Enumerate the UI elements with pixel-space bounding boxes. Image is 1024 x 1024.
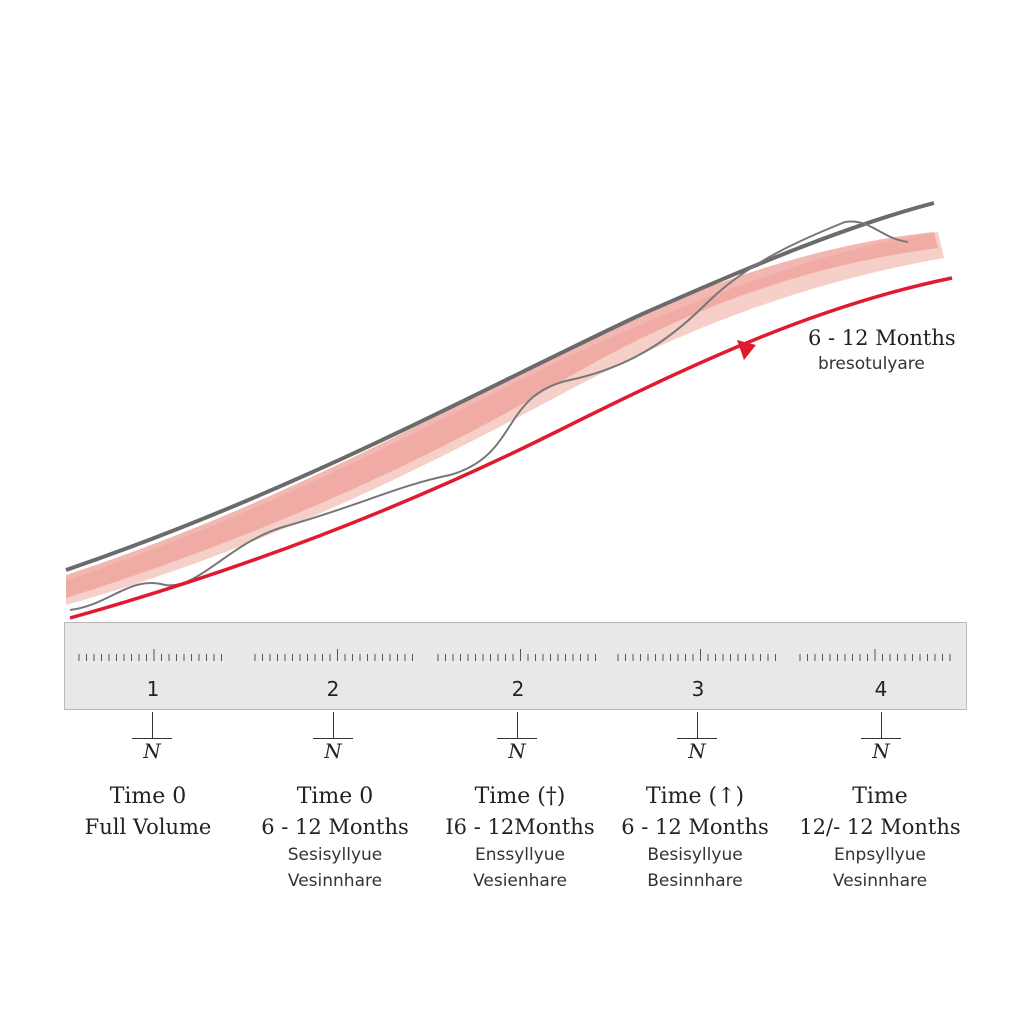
red-line xyxy=(69,276,953,620)
marker-glyph: N xyxy=(324,739,342,763)
column-time: Time xyxy=(852,784,908,809)
column-line1: Besisyllyue xyxy=(647,845,743,865)
column-line2: Vesinnhare xyxy=(287,871,383,891)
marker-glyph: N xyxy=(688,739,706,763)
ruler-ticks xyxy=(78,649,951,661)
column-time: Time (†) xyxy=(474,784,566,809)
marker-3: N xyxy=(487,712,547,763)
column-period: 6 - 12 Months xyxy=(261,815,409,839)
column-3: Time (†) I6 - 12Months Enssyllyue Vesien… xyxy=(425,782,615,894)
column-period: 12/- 12 Months xyxy=(799,815,961,839)
marker-glyph: N xyxy=(508,739,526,763)
ruler-number-2: 2 xyxy=(326,677,340,701)
marker-4: N xyxy=(667,712,727,763)
timeline-ruler: 1 2 2 3 4 xyxy=(64,622,967,710)
column-1: Time 0 Full Volume xyxy=(53,782,243,842)
marker-glyph: N xyxy=(872,739,890,763)
dark-band xyxy=(66,232,938,598)
callout-title: 6 - 12 Months xyxy=(808,326,956,350)
column-period: 6 - 12 Months xyxy=(621,815,769,839)
column-2: Time 0 6 - 12 Months Sesisyllyue Vesinnh… xyxy=(240,782,430,894)
ruler-number-1: 1 xyxy=(146,677,160,701)
column-period: Full Volume xyxy=(84,815,212,839)
red-arrow-icon xyxy=(737,340,756,360)
column-4: Time (↑) 6 - 12 Months Besisyllyue Besin… xyxy=(600,782,790,894)
marker-2: N xyxy=(303,712,363,763)
column-line2: Vesienhare xyxy=(473,871,567,891)
marker-glyph: N xyxy=(143,739,161,763)
column-5: Time 12/- 12 Months Enpsyllyue Vesinnhar… xyxy=(785,782,975,894)
column-line2: Vesinnhare xyxy=(832,871,928,891)
column-time: Time 0 xyxy=(109,784,187,809)
callout-subtitle: bresotulyare xyxy=(818,354,925,374)
column-time: Time (↑) xyxy=(645,784,745,809)
column-line1: Enpsyllyue xyxy=(834,845,926,865)
ruler-number-4: 3 xyxy=(691,677,705,701)
marker-5: N xyxy=(851,712,911,763)
marker-1: N xyxy=(122,712,182,763)
column-line1: Sesisyllyue xyxy=(287,845,383,865)
upper-gray-line xyxy=(65,201,935,572)
ruler-number-3: 2 xyxy=(511,677,525,701)
column-period: I6 - 12Months xyxy=(445,815,595,839)
column-line1: Enssyllyue xyxy=(474,845,566,865)
curve-diagram xyxy=(65,201,953,620)
ruler-number-5: 4 xyxy=(874,677,888,701)
column-line2: Besinnhare xyxy=(647,871,743,891)
column-time: Time 0 xyxy=(296,784,374,809)
